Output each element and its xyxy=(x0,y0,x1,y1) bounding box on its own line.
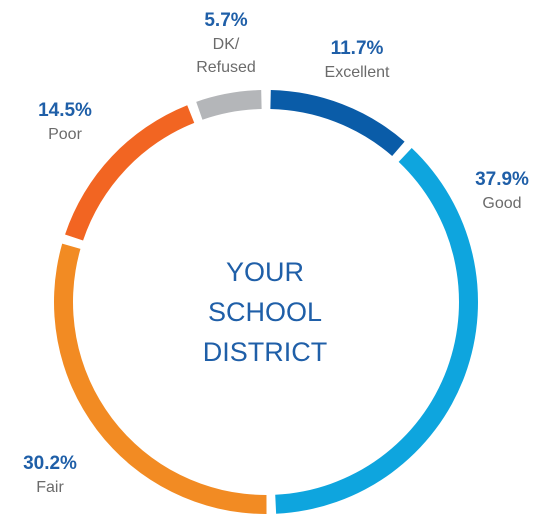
donut-segment xyxy=(65,105,195,241)
donut-segment xyxy=(270,90,405,156)
donut-segment xyxy=(196,90,262,120)
value-label: 11.7% xyxy=(330,38,384,59)
donut-segment xyxy=(275,148,479,514)
category-label: Poor xyxy=(48,126,82,143)
category-label: Good xyxy=(482,195,522,212)
value-label: 5.7% xyxy=(204,10,248,31)
value-label: 30.2% xyxy=(23,453,77,474)
donut-segment xyxy=(53,243,267,515)
category-label: DK/ Refused xyxy=(196,36,256,76)
value-label: 14.5% xyxy=(38,100,92,121)
category-label: Excellent xyxy=(324,64,390,81)
center-label: YOUR SCHOOL DISTRICT xyxy=(202,257,328,367)
category-label: Fair xyxy=(36,479,64,496)
value-label: 37.9% xyxy=(475,169,529,190)
